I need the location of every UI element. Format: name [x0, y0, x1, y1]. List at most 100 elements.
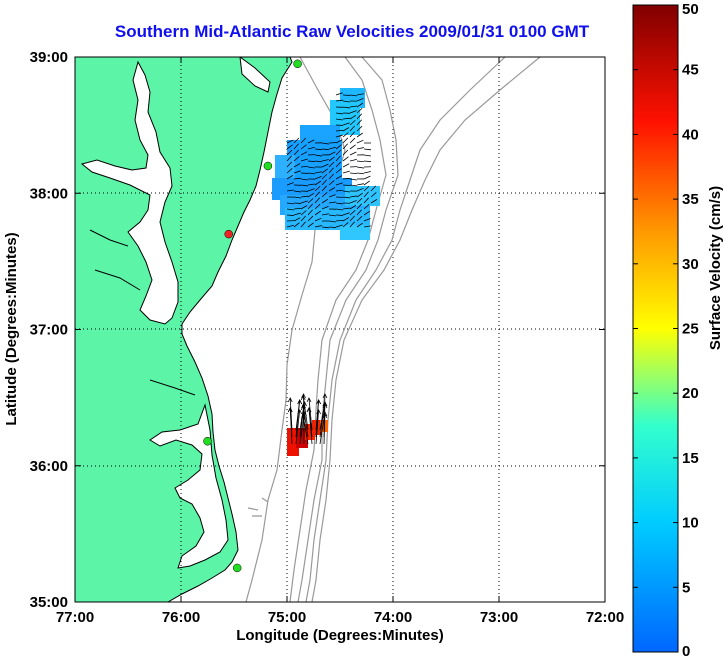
velocity-vector	[293, 222, 300, 228]
velocity-vector	[319, 401, 326, 438]
lon-tick-label: 75:00	[268, 609, 306, 626]
colorbar-tick-label: 25	[682, 321, 699, 338]
velocity-vector	[307, 139, 315, 144]
lat-tick-label: 38:00	[30, 185, 68, 202]
velocity-vector	[342, 212, 350, 216]
bathymetry-contours	[245, 57, 541, 602]
velocity-vector	[363, 204, 370, 210]
velocity-vector	[335, 155, 341, 162]
velocity-vector	[335, 168, 342, 174]
velocity-arrowhead	[322, 413, 328, 419]
velocity-vector	[356, 132, 363, 138]
velocity-vector	[356, 209, 362, 216]
velocity-vector	[349, 144, 356, 150]
velocity-vector	[293, 190, 301, 193]
velocity-vector	[286, 168, 293, 174]
velocity-vector	[349, 158, 357, 162]
velocity-vector	[314, 217, 322, 222]
chesapeake-bay	[80, 60, 179, 325]
velocity-vector	[335, 202, 343, 205]
velocity-vector	[321, 206, 329, 210]
velocity-vector	[314, 185, 321, 192]
velocity-vector	[356, 139, 364, 144]
colorbar-tick-label: 30	[682, 256, 699, 273]
velocity-vector	[335, 182, 343, 186]
velocity-vector	[342, 143, 348, 150]
velocity-vector	[293, 170, 301, 174]
velocity-vector	[363, 148, 371, 151]
velocity-vector	[342, 170, 350, 174]
velocity-vector	[335, 99, 343, 102]
velocity-vector	[349, 184, 357, 187]
velocity-vector	[328, 180, 335, 186]
velocity-vector	[286, 208, 294, 211]
station-markers	[203, 59, 302, 573]
velocity-vector	[321, 168, 328, 174]
velocity-vector	[293, 149, 300, 156]
colorbar-tick-label: 45	[682, 62, 699, 79]
velocity-vector	[342, 106, 350, 109]
station-marker	[203, 436, 212, 446]
velocity-vector	[307, 192, 315, 198]
map-title: Southern Mid-Atlantic Raw Velocities 200…	[114, 22, 590, 41]
y-axis-label: Latitude (Degrees:Minutes)	[3, 232, 20, 425]
colorbar	[632, 4, 679, 653]
velocity-vector	[307, 215, 314, 222]
velocity-vector	[293, 217, 301, 222]
velocity-vector	[300, 195, 308, 198]
velocity-vector	[335, 144, 342, 150]
lon-tick-label: 77:00	[56, 609, 94, 626]
velocity-vector	[356, 113, 362, 120]
velocity-vector	[300, 205, 308, 210]
velocity-vector	[289, 407, 293, 445]
delaware-bay	[239, 57, 271, 93]
lon-tick-label: 73:00	[480, 609, 518, 626]
velocity-vector	[289, 397, 293, 431]
velocity-vector	[308, 407, 313, 445]
velocity-vector	[314, 225, 322, 228]
velocity-vector	[314, 203, 321, 210]
velocity-vector	[328, 173, 335, 180]
lat-tick-label: 39:00	[30, 49, 68, 66]
velocity-vector	[328, 146, 336, 150]
velocity-vector	[363, 197, 370, 204]
velocity-vector	[293, 212, 301, 216]
velocity-vector	[300, 221, 306, 228]
velocity-vector	[342, 207, 350, 210]
velocity-vector	[356, 147, 364, 150]
colorbar-tick-label: 20	[682, 385, 699, 402]
velocity-vector	[321, 142, 329, 145]
velocity-vector	[349, 131, 355, 138]
velocity-vector	[300, 215, 307, 222]
velocity-vector	[342, 156, 349, 162]
velocity-vector	[335, 134, 343, 138]
velocity-vector	[307, 183, 315, 186]
velocity-vector	[307, 203, 314, 210]
velocity-vector	[300, 158, 308, 162]
station-marker	[263, 161, 273, 171]
velocity-vector	[300, 137, 307, 144]
velocity-vector	[349, 210, 356, 216]
land	[75, 57, 293, 602]
velocity-vector	[293, 177, 301, 180]
velocity-arrowhead	[300, 395, 306, 401]
velocity-vector	[335, 161, 342, 168]
velocity-vector	[349, 178, 357, 181]
velocity-vector	[295, 409, 301, 445]
velocity-vector	[342, 100, 350, 103]
velocity-vector	[315, 399, 320, 438]
velocity-vector	[286, 149, 293, 156]
velocity-vector	[307, 188, 315, 192]
lat-tick-label: 37:00	[30, 322, 68, 339]
velocity-arrowhead	[300, 415, 306, 421]
velocity-vector	[286, 155, 292, 162]
velocity-vector	[363, 171, 371, 174]
velocity-vector	[349, 200, 357, 204]
station-marker	[232, 563, 242, 573]
velocity-vector	[328, 226, 337, 228]
velocity-vector	[342, 127, 350, 132]
velocity-arrowhead	[287, 407, 293, 413]
velocity-vector	[300, 200, 308, 204]
velocity-vector	[328, 194, 336, 198]
velocity-vector	[302, 395, 309, 431]
